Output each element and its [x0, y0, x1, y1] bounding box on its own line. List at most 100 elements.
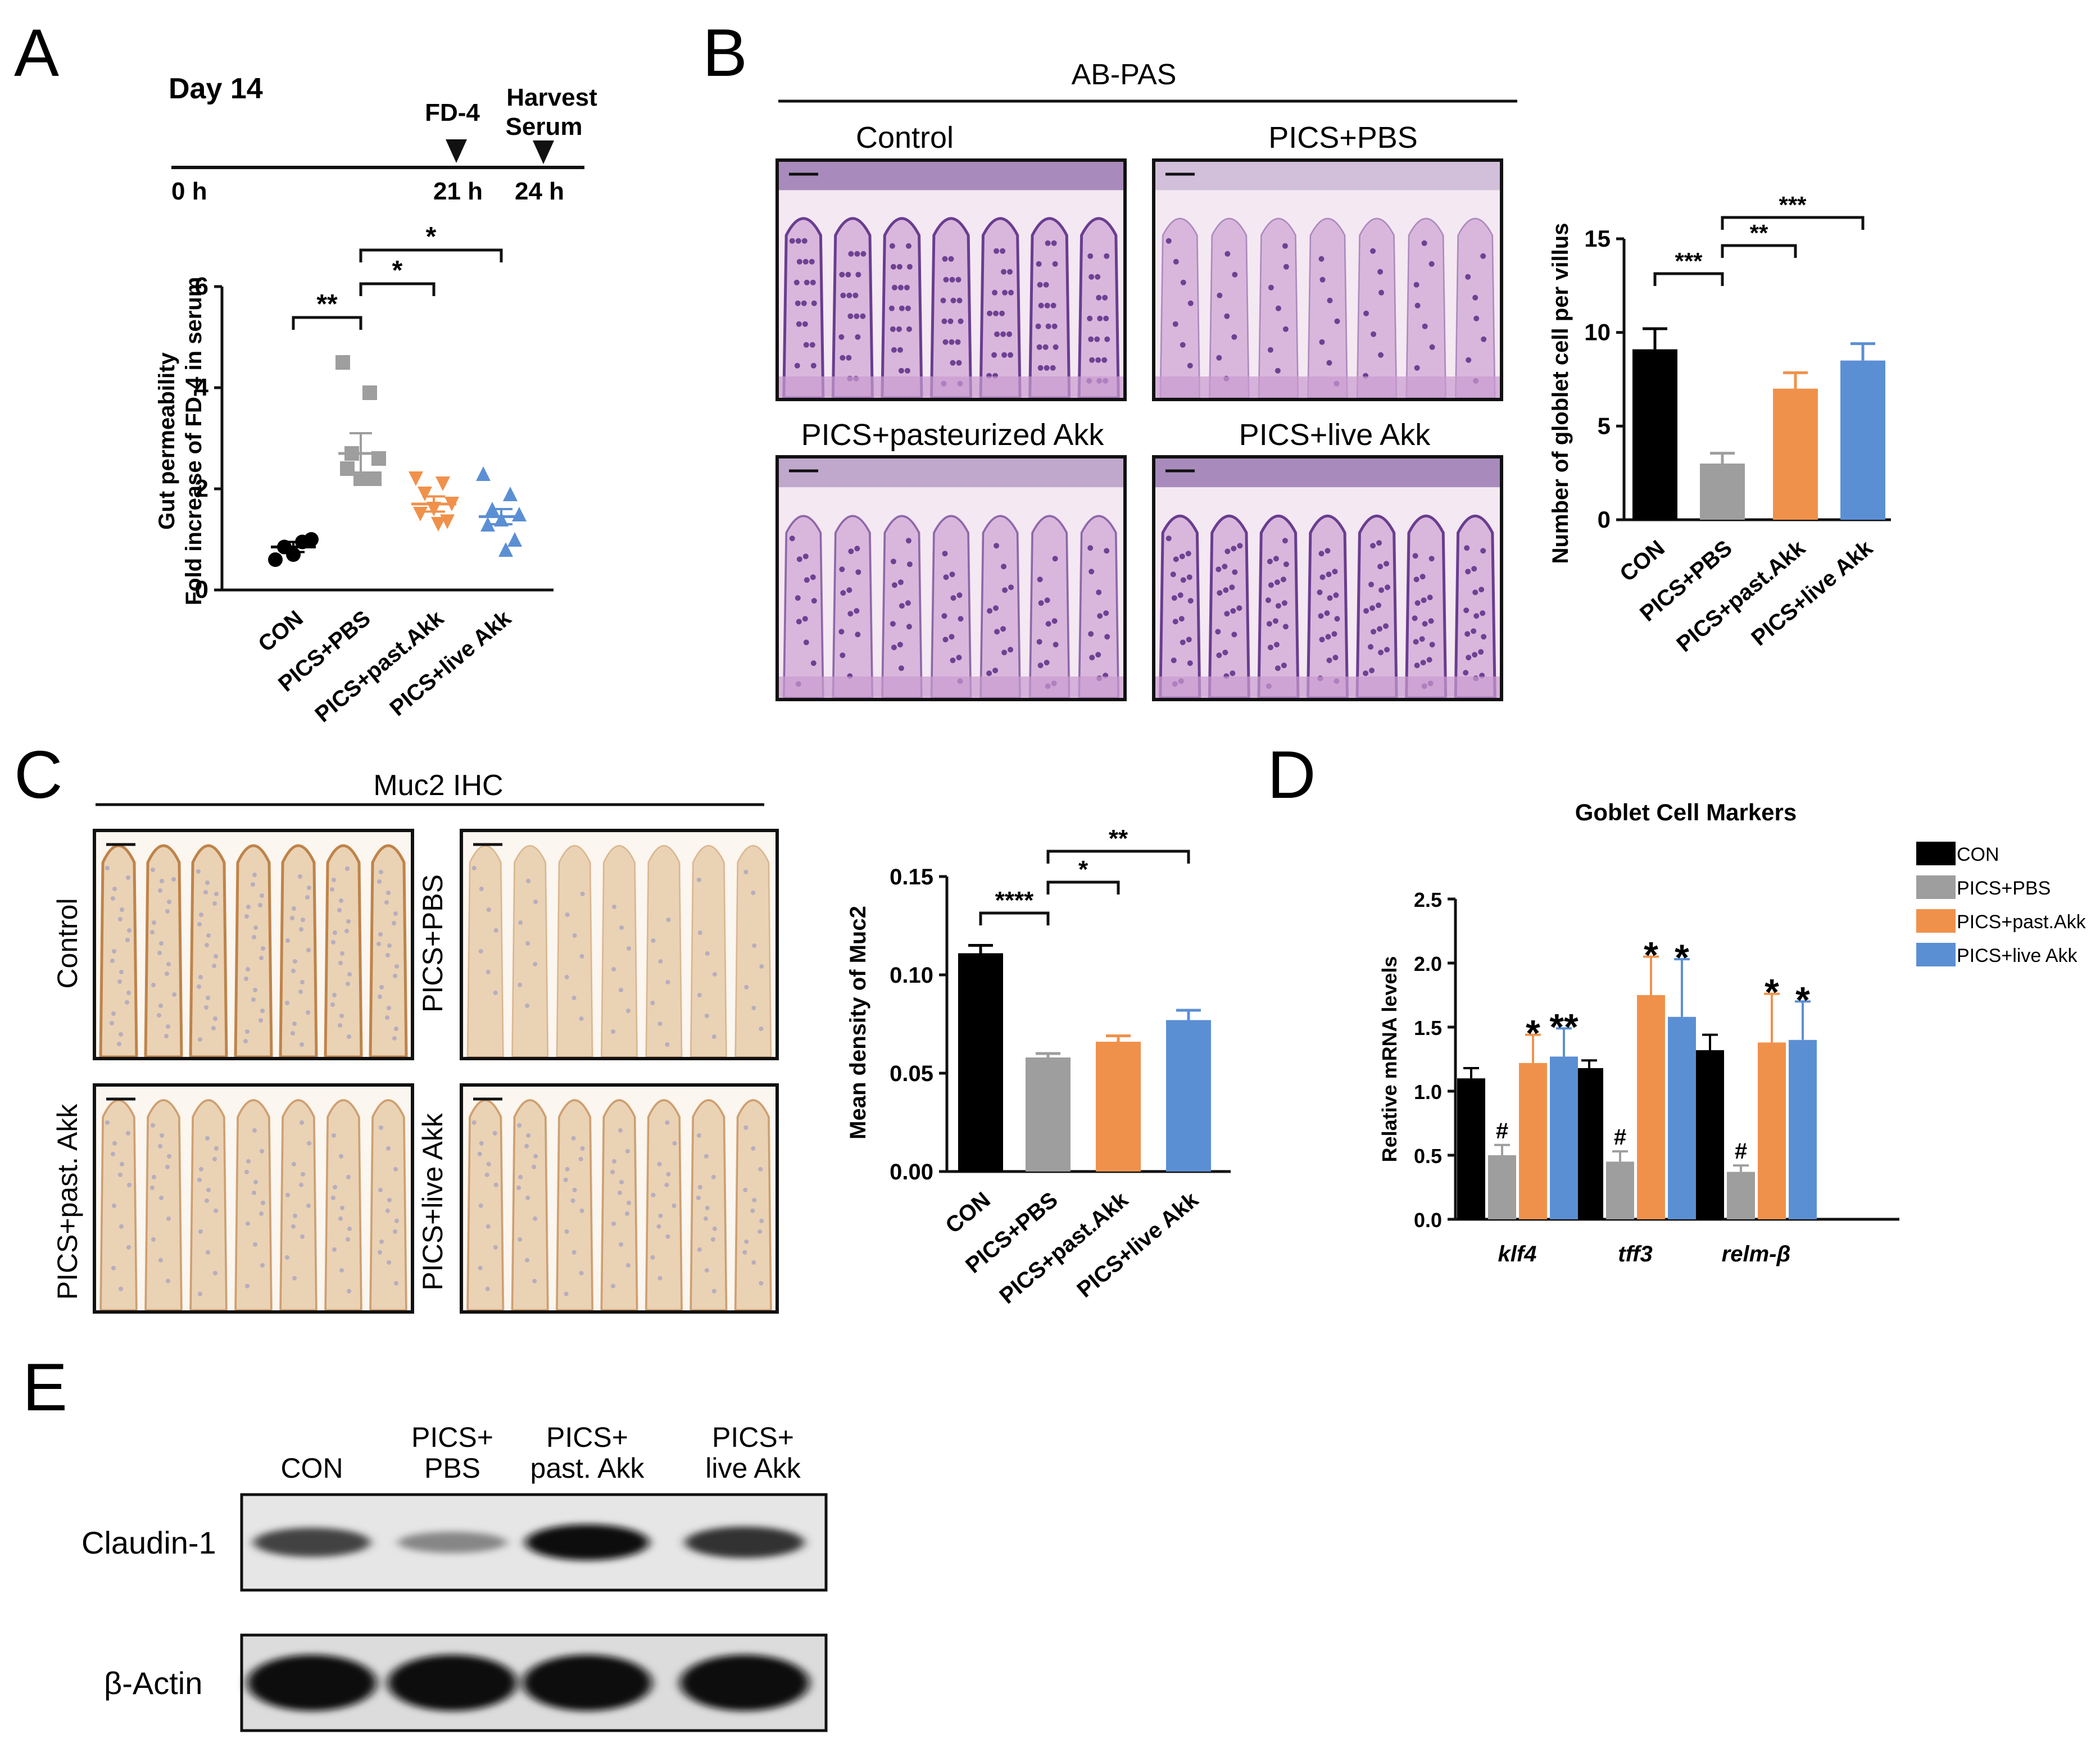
cell-nucleus — [379, 1239, 384, 1244]
cell-nucleus — [298, 989, 303, 994]
cell-nucleus — [158, 1257, 163, 1263]
lane-label: live Akk — [705, 1452, 801, 1484]
cell-nucleus — [386, 1146, 391, 1151]
cell-nucleus — [854, 546, 860, 552]
cell-nucleus — [905, 243, 911, 249]
significance-label: * — [1675, 937, 1689, 978]
cell-nucleus — [1224, 611, 1230, 617]
cell-nucleus — [1283, 561, 1289, 567]
cell-nucleus — [1428, 556, 1435, 562]
cell-nucleus — [657, 1161, 662, 1166]
chart-b-goblet-cells: 0 5 10 15 Number of globlet cell per villus *… — [1548, 192, 1891, 657]
y-tick-label: 0 — [195, 576, 208, 603]
cell-nucleus — [1473, 613, 1480, 619]
significance-bracket — [1653, 272, 1724, 286]
cell-nucleus — [1327, 297, 1333, 303]
cell-nucleus — [794, 362, 800, 369]
cell-nucleus — [1319, 574, 1326, 580]
villus — [929, 217, 973, 398]
cell-nucleus — [891, 644, 897, 651]
significance-label: ** — [1109, 825, 1128, 852]
data-point — [476, 466, 491, 481]
cell-nucleus — [337, 908, 342, 912]
cell-nucleus — [347, 1226, 352, 1231]
cell-nucleus — [518, 983, 523, 987]
cell-nucleus — [1104, 634, 1110, 640]
cell-nucleus — [127, 1182, 131, 1187]
cell-nucleus — [213, 1016, 217, 1021]
y-tick-label: 2.0 — [1414, 952, 1442, 975]
x-category-label: CON — [253, 606, 307, 657]
bar — [1700, 464, 1745, 520]
cell-nucleus — [1325, 548, 1331, 554]
cell-nucleus — [810, 574, 816, 580]
cell-nucleus — [1327, 595, 1333, 601]
cell-nucleus — [802, 553, 809, 560]
y-tick-label: 2 — [195, 475, 208, 502]
muscle-layer — [1155, 376, 1500, 398]
mucus-layer — [1155, 458, 1500, 488]
cell-nucleus — [658, 1213, 663, 1218]
cell-nucleus — [1420, 660, 1426, 666]
cell-nucleus — [292, 906, 296, 911]
cell-nucleus — [339, 898, 343, 903]
cell-nucleus — [105, 1120, 110, 1125]
villus — [511, 1099, 549, 1310]
cell-nucleus — [610, 1169, 615, 1174]
cell-nucleus — [1463, 670, 1469, 676]
cell-nucleus — [1472, 589, 1478, 596]
cell-nucleus — [346, 919, 351, 924]
cell-nucleus — [1333, 592, 1339, 598]
y-tick-label: 0 — [1598, 506, 1611, 533]
cell-nucleus — [744, 1239, 749, 1244]
cell-nucleus — [1002, 587, 1008, 593]
cell-nucleus — [697, 993, 702, 997]
cell-nucleus — [478, 1265, 483, 1270]
cell-nucleus — [854, 608, 860, 614]
cell-nucleus — [252, 873, 257, 877]
cell-nucleus — [650, 1255, 655, 1260]
cell-nucleus — [1008, 352, 1014, 358]
villus — [832, 515, 874, 698]
cell-nucleus — [1230, 608, 1236, 614]
cell-nucleus — [112, 1141, 117, 1146]
lane-label: PICS+ — [712, 1422, 794, 1453]
bar — [1606, 1161, 1634, 1219]
cell-nucleus — [618, 1128, 623, 1133]
timeline-arrow-marker — [446, 139, 467, 163]
cell-nucleus — [245, 1029, 250, 1034]
cell-nucleus — [300, 980, 305, 984]
cell-nucleus — [891, 582, 897, 588]
abpas-image-label: PICS+PBS — [1268, 121, 1418, 155]
cell-nucleus — [206, 1187, 211, 1192]
villus — [144, 1099, 183, 1310]
cell-nucleus — [486, 907, 491, 912]
significance-label: * — [1078, 856, 1088, 883]
cell-nucleus — [810, 362, 817, 369]
cell-nucleus — [612, 1159, 616, 1164]
cell-nucleus — [306, 948, 311, 952]
cell-nucleus — [955, 339, 961, 345]
significance-label: ** — [1750, 220, 1768, 246]
cell-nucleus — [110, 959, 115, 963]
cell-nucleus — [906, 264, 913, 270]
cell-nucleus — [1217, 590, 1223, 596]
timeline-event-label: FD-4 — [425, 99, 480, 126]
cell-nucleus — [378, 1187, 383, 1192]
cell-nucleus — [789, 238, 795, 244]
cell-nucleus — [212, 901, 217, 906]
cell-nucleus — [804, 577, 810, 583]
timeline-event-time: 24 h — [515, 178, 564, 205]
significance-bracket — [359, 248, 503, 262]
villus — [1159, 217, 1201, 398]
cell-nucleus — [525, 1195, 530, 1200]
cell-nucleus — [625, 1211, 629, 1216]
bar — [1668, 1016, 1696, 1219]
lane-label: PICS+ — [411, 1422, 493, 1453]
cell-nucleus — [196, 869, 201, 874]
cell-nucleus — [484, 1172, 489, 1177]
cell-nucleus — [532, 1278, 537, 1283]
x-category-label: relm-β — [1722, 1242, 1791, 1266]
cell-nucleus — [564, 975, 569, 979]
significance-label: * — [1526, 1013, 1540, 1054]
